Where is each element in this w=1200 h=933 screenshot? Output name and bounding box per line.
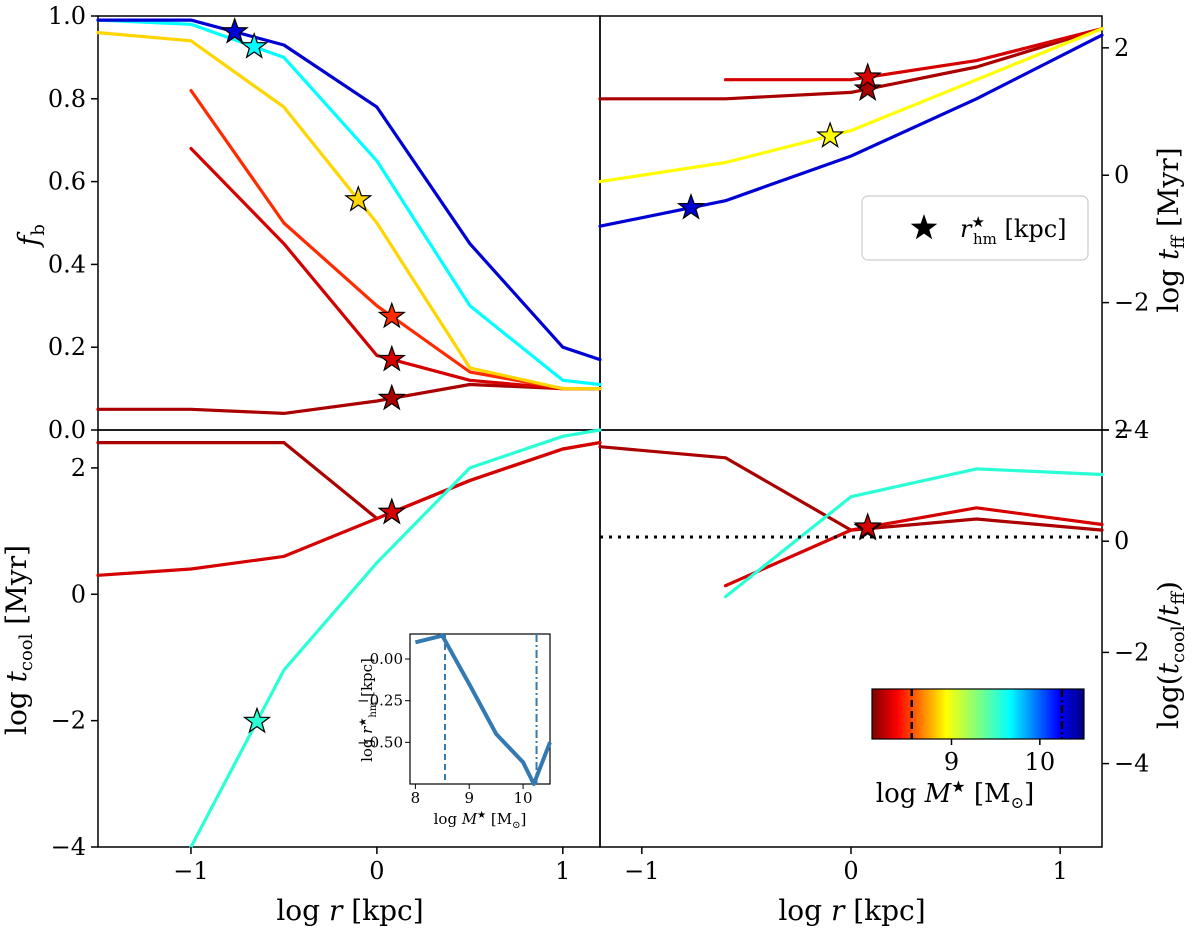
colorbar: 9 10 log M★ [M⊙] <box>871 688 1085 812</box>
star-marker <box>853 74 882 101</box>
star-marker <box>676 192 706 220</box>
inset-x-tick-label: 8 <box>411 789 421 807</box>
ylabel-tcool: log tcool [Myr] <box>0 545 37 735</box>
y-tick-label: 0 <box>1114 527 1129 555</box>
series-line <box>598 33 1104 228</box>
series-line <box>96 18 602 387</box>
ylabel-tff: log tff [Myr] <box>1152 147 1189 312</box>
y-tick-label: 0.4 <box>48 250 86 278</box>
star-marker <box>853 62 882 90</box>
x-tick-label: −1 <box>624 857 659 885</box>
y-tick-label: 0.6 <box>48 168 86 196</box>
star-marker <box>377 344 406 372</box>
series-line <box>96 18 602 362</box>
ylabel-fb: fb <box>12 224 49 248</box>
series-line <box>189 428 602 849</box>
y-tick-label: 1.0 <box>48 2 86 30</box>
colorbar-tick-label: 10 <box>1025 748 1056 776</box>
y-tick-label: −4 <box>1114 750 1149 778</box>
colorbar-gradient <box>871 688 1085 740</box>
series-line <box>598 27 1104 101</box>
series-line <box>96 441 602 577</box>
y-tick-label: 2 <box>1114 34 1129 62</box>
y-tick-label: 2 <box>71 454 86 482</box>
inset-y-tick-label: −0.50 <box>357 733 403 751</box>
x-tick-label: 1 <box>555 857 570 885</box>
y-tick-label: 0.8 <box>48 85 86 113</box>
inset-xlabel: log M★ [M⊙] <box>434 810 527 831</box>
y-tick-label: −4 <box>51 833 86 861</box>
colorbar-label: log M★ [M⊙] <box>876 777 1034 812</box>
x-tick-label: 0 <box>843 857 858 885</box>
star-marker <box>377 497 406 525</box>
series-line <box>723 27 1104 82</box>
panel-frame-top-left <box>97 15 601 431</box>
y-tick-label: 0 <box>71 580 86 608</box>
series-line <box>96 441 602 521</box>
star-marker <box>220 16 249 44</box>
colorbar-tick-label: 9 <box>944 748 959 776</box>
legend-star-icon <box>910 214 938 240</box>
y-tick-label: −4 <box>1114 416 1149 444</box>
inset: 8 9 10 0.00 −0.25 −0.50 log M★ [M⊙] log r★hm … <box>357 633 552 831</box>
legend-label: r★ hm [kpc] <box>960 213 1067 248</box>
y-tick-label: −2 <box>1114 289 1149 317</box>
x-tick-label: −1 <box>173 857 208 885</box>
star-marker <box>242 706 272 734</box>
y-tick-label: 0.0 <box>48 416 86 444</box>
series-line <box>189 146 602 391</box>
series-line <box>96 31 602 391</box>
series-line <box>723 467 1104 599</box>
xlabel-bottom-right: log r [kpc] <box>778 894 925 927</box>
inset-x-tick-label: 10 <box>514 789 533 807</box>
series-line <box>598 27 1104 184</box>
xlabel-bottom-left: log r [kpc] <box>276 894 423 927</box>
y-tick-label: 0.2 <box>48 333 86 361</box>
inset-ylabel: log r★hm [kpc] <box>358 658 379 762</box>
star-marker <box>815 121 845 148</box>
star-marker <box>377 383 406 411</box>
legend: r★ hm [kpc] <box>861 195 1089 261</box>
series-line <box>598 445 1104 532</box>
x-tick-label: 1 <box>1053 857 1068 885</box>
inset-x-tick-label: 9 <box>464 789 474 807</box>
star-marker <box>853 512 882 540</box>
star-marker <box>344 184 373 212</box>
star-marker <box>377 301 406 329</box>
ylabel-ratio: log(tcool/tff) <box>1152 581 1189 729</box>
y-tick-label: −2 <box>1114 638 1149 666</box>
inset-y-tick-label: 0.00 <box>370 650 403 668</box>
y-tick-label: −2 <box>51 707 86 735</box>
inset-y-tick-label: −0.25 <box>357 692 403 710</box>
star-marker <box>240 31 269 59</box>
series-line <box>723 506 1104 588</box>
y-tick-label: 2 <box>1114 416 1129 444</box>
inset-curve <box>414 633 552 786</box>
x-tick-label: 0 <box>369 857 384 885</box>
y-tick-label: 0 <box>1114 161 1129 189</box>
series-line <box>96 382 602 415</box>
